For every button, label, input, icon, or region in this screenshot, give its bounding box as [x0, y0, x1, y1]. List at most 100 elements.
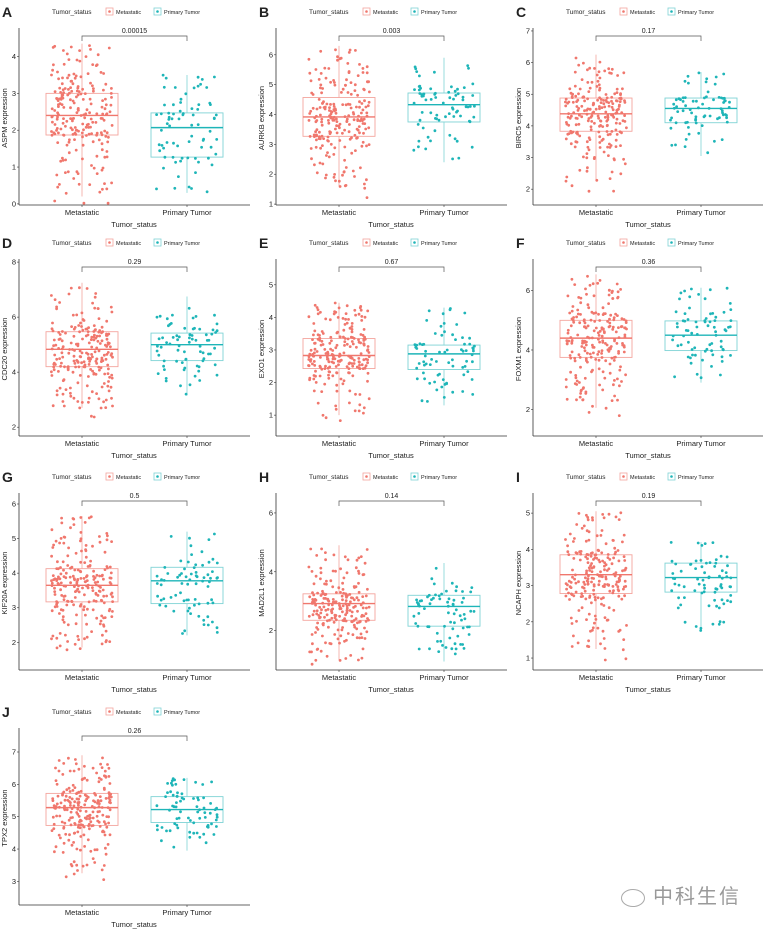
- data-point: [564, 179, 568, 183]
- data-point: [340, 628, 344, 632]
- data-point: [213, 313, 216, 317]
- data-point: [564, 582, 568, 585]
- data-point: [87, 375, 90, 378]
- data-point: [688, 295, 692, 299]
- data-point: [51, 634, 55, 638]
- data-point: [341, 317, 345, 320]
- data-point: [314, 68, 318, 71]
- legend-key-dot: [108, 10, 111, 13]
- data-point: [327, 155, 331, 159]
- legend-key-icon: [362, 472, 371, 481]
- data-point: [567, 112, 570, 115]
- data-point: [348, 401, 351, 405]
- data-point: [98, 342, 102, 345]
- data-point: [309, 79, 313, 83]
- data-point: [60, 820, 64, 824]
- data-point: [443, 330, 446, 334]
- legend-key-dot: [365, 10, 368, 13]
- data-point: [319, 49, 323, 53]
- p-value-label: 0.5: [130, 493, 140, 500]
- data-point: [110, 352, 114, 355]
- data-point: [570, 340, 574, 343]
- data-point: [206, 825, 210, 829]
- data-point: [573, 359, 577, 363]
- watermark-text: 中科生信: [653, 884, 741, 908]
- data-point: [95, 573, 99, 577]
- data-point: [619, 172, 623, 176]
- data-point: [433, 380, 436, 384]
- legend-label: Primary Tumor: [164, 10, 200, 16]
- data-point: [571, 130, 575, 134]
- data-point: [178, 109, 182, 113]
- data-point: [80, 325, 83, 328]
- data-point: [315, 107, 319, 111]
- data-point: [336, 628, 340, 632]
- data-point: [167, 115, 171, 119]
- data-point: [349, 356, 352, 360]
- data-point: [319, 594, 323, 597]
- data-point: [62, 62, 66, 66]
- legend-label: Metastatic: [373, 241, 398, 247]
- data-point: [321, 87, 324, 90]
- data-point: [445, 348, 449, 352]
- significance-bracket: [338, 35, 445, 41]
- data-point: [624, 321, 628, 324]
- data-point: [332, 153, 336, 156]
- data-point: [94, 583, 98, 587]
- data-point: [104, 629, 108, 633]
- data-point: [311, 642, 314, 646]
- data-point: [343, 555, 347, 559]
- data-point: [451, 358, 454, 362]
- data-point: [338, 419, 342, 422]
- data-point: [313, 364, 317, 367]
- data-point: [587, 90, 591, 93]
- data-point: [683, 96, 687, 99]
- data-point: [455, 323, 459, 326]
- data-point: [366, 587, 369, 591]
- data-point: [75, 580, 79, 584]
- data-point: [675, 322, 679, 325]
- data-point: [78, 330, 81, 334]
- data-point: [57, 77, 60, 81]
- data-point: [86, 838, 90, 842]
- data-point: [111, 355, 114, 359]
- data-point: [63, 804, 66, 808]
- data-point: [62, 106, 66, 109]
- data-point: [687, 126, 690, 129]
- data-point: [202, 618, 206, 622]
- data-point: [417, 362, 421, 365]
- data-point: [53, 806, 56, 810]
- data-point: [84, 125, 88, 129]
- data-point: [72, 177, 76, 180]
- data-point: [352, 598, 356, 602]
- data-point: [110, 396, 113, 400]
- data-point: [321, 601, 325, 605]
- data-point: [596, 281, 600, 285]
- data-point: [79, 835, 83, 838]
- data-point: [598, 105, 601, 108]
- data-point: [704, 80, 708, 84]
- data-point: [584, 343, 588, 347]
- x-axis-title: Tumor_status: [111, 451, 157, 460]
- data-point: [360, 117, 363, 121]
- data-point: [418, 118, 422, 122]
- data-point: [196, 108, 200, 111]
- data-point: [69, 126, 73, 130]
- data-point: [679, 98, 682, 101]
- data-point: [176, 348, 180, 352]
- panel-b: B Tumor_status Metastatic Primary Tumor 1 2 3 4…: [257, 0, 511, 232]
- data-point: [608, 317, 611, 321]
- data-point: [583, 99, 586, 103]
- data-point: [103, 769, 107, 773]
- data-point: [310, 157, 313, 161]
- data-point: [462, 373, 466, 377]
- data-point: [588, 352, 592, 356]
- data-point: [107, 46, 111, 50]
- data-point: [75, 847, 79, 851]
- data-point: [329, 335, 333, 339]
- legend-title: Tumor_status: [52, 9, 92, 16]
- y-tick-label: 1: [526, 654, 530, 663]
- data-point: [578, 381, 581, 384]
- data-point: [588, 107, 592, 111]
- data-point: [71, 348, 74, 351]
